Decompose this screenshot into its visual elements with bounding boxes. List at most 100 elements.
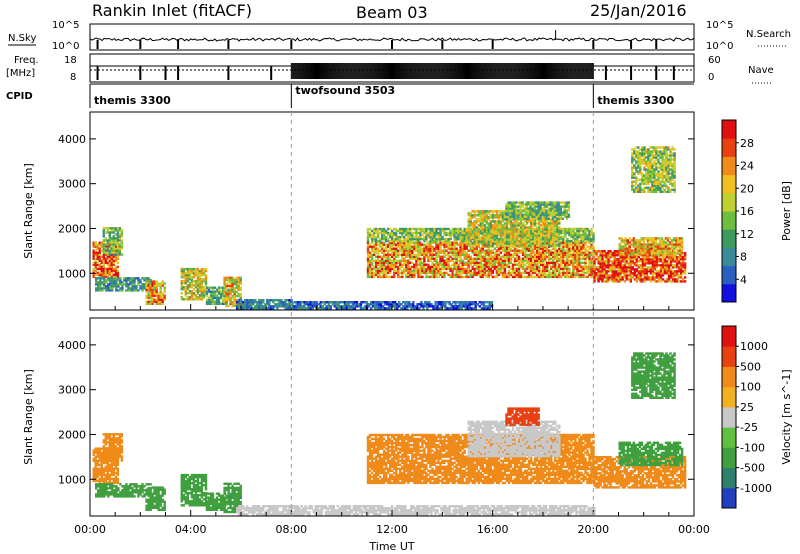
scatter-cell [182, 288, 185, 291]
scatter-cell [419, 257, 422, 260]
scatter-cell [511, 271, 515, 275]
scatter-cell [451, 271, 454, 275]
scatter-cell [521, 271, 525, 275]
scatter-cell [355, 301, 359, 304]
scatter-cell [115, 285, 118, 288]
scatter-cell [349, 307, 353, 310]
scatter-cell [465, 257, 468, 260]
scatter-cell [413, 267, 416, 271]
scatter-cell [465, 253, 468, 256]
scatter-cell [395, 233, 398, 237]
scatter-cell [196, 296, 200, 299]
scatter-cell [542, 245, 545, 248]
scatter-cell [453, 261, 456, 264]
scatter-cell [401, 239, 404, 243]
scatter-cell [552, 259, 555, 262]
scatter-cell [223, 288, 226, 292]
scatter-cell [370, 245, 374, 248]
scatter-cell [204, 273, 208, 277]
scatter-cell [225, 286, 228, 290]
scatter-cell [139, 279, 142, 282]
scatter-cell [94, 257, 97, 260]
scatter-cell [566, 245, 569, 248]
nave-label: Nave [748, 65, 774, 76]
scatter-cell [570, 253, 573, 256]
scatter-cell [455, 269, 458, 273]
scatter-cell [270, 307, 273, 310]
scatter-cell [262, 301, 265, 304]
scatter-cell [205, 288, 209, 291]
scatter-cell [116, 233, 120, 236]
scatter-cell [383, 303, 387, 306]
scatter-cell [237, 288, 240, 292]
scatter-cell [264, 307, 267, 310]
scatter-cell [182, 269, 185, 273]
scatter-cell [517, 263, 521, 266]
scatter-cell [202, 292, 206, 295]
scatter-cell [457, 231, 460, 235]
scatter-cell [477, 267, 480, 271]
scatter-cell [423, 253, 426, 256]
scatter-cell [471, 271, 474, 275]
scatter-cell [566, 229, 569, 233]
scatter-cell [219, 302, 223, 305]
scatter-cell [101, 289, 104, 292]
scatter-cell [429, 237, 432, 241]
scatter-cell [393, 255, 396, 258]
scatter-cell [108, 273, 111, 277]
scatter-cell [102, 247, 105, 250]
scatter-cell [155, 298, 158, 301]
scatter-cell [527, 271, 531, 275]
scatter-cell [112, 231, 115, 234]
scatter-cell [143, 287, 146, 290]
scatter-cell [566, 263, 569, 266]
scatter-cell [511, 253, 515, 256]
scatter-cell [576, 227, 579, 231]
scatter-cell [457, 275, 460, 279]
scatter-cell [98, 271, 101, 275]
scatter-cell [108, 227, 111, 230]
scatter-cell [499, 239, 503, 243]
scatter-cell [517, 251, 521, 254]
scatter-cell [578, 273, 581, 277]
scatter-cell [513, 267, 517, 271]
scatter-cell [149, 302, 152, 305]
scatter-cell [475, 257, 478, 260]
scatter-cell [411, 261, 414, 264]
scatter-cell [491, 275, 495, 279]
scatter-cell [548, 251, 551, 254]
scatter-cell [556, 249, 559, 252]
scatter-cell [461, 267, 464, 271]
scatter-cell [609, 274, 612, 277]
scatter-cell [120, 235, 124, 238]
scatter-cell [385, 247, 388, 250]
scatter-cell [582, 229, 585, 233]
scatter-cell [463, 271, 466, 275]
scatter-cell [112, 267, 115, 271]
scatter-cell [110, 231, 113, 234]
scatter-cell [536, 261, 539, 264]
scatter-cell [523, 275, 527, 279]
scatter-cell [192, 292, 196, 295]
scatter-cell [473, 235, 476, 239]
scatter-cell [479, 251, 482, 254]
scatter-cell [465, 239, 468, 243]
scatter-cell [497, 257, 501, 260]
scatter-cell [572, 231, 575, 235]
scatter-cell [290, 299, 293, 302]
nsky-label: N.Sky [8, 33, 36, 44]
scatter-cell [417, 275, 420, 279]
scatter-cell [485, 269, 488, 273]
scatter-cell [397, 255, 400, 258]
scatter-cell [554, 263, 557, 266]
scatter-cell [198, 296, 202, 299]
scatter-cell [552, 273, 555, 277]
scatter-cell [457, 253, 460, 256]
scatter-cell [515, 271, 519, 275]
scatter-cell [473, 261, 476, 264]
scatter-cell [540, 247, 543, 250]
scatter-cell [110, 275, 113, 279]
scatter-cell [505, 249, 509, 252]
scatter-cell [487, 275, 490, 279]
